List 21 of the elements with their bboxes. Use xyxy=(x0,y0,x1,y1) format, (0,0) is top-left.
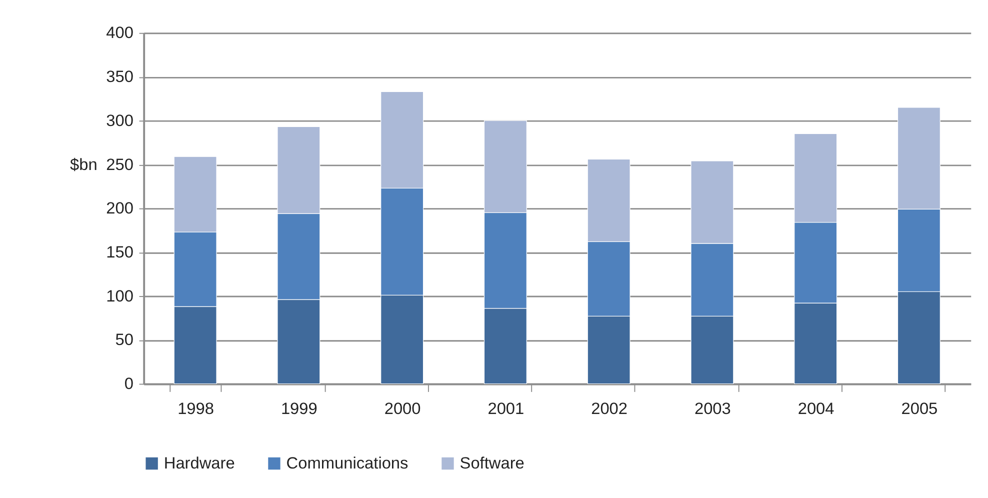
y-axis-title: $bn xyxy=(70,156,98,174)
x-tick-label: 2002 xyxy=(591,400,628,418)
x-tick-label: 2003 xyxy=(694,400,731,418)
y-tick-label: 150 xyxy=(106,243,134,262)
x-tick-label: 2004 xyxy=(798,400,834,418)
legend-label: Software xyxy=(460,454,524,472)
x-tick-label: 1998 xyxy=(178,400,214,418)
y-tick-label: 350 xyxy=(106,68,134,86)
y-tick-label: 250 xyxy=(106,156,134,174)
x-tick-label: 2000 xyxy=(384,400,421,418)
x-tick-label: 2001 xyxy=(488,400,524,418)
y-tick-label: 0 xyxy=(124,375,134,394)
y-tick-label: 50 xyxy=(115,331,134,350)
y-tick-label: 300 xyxy=(106,112,134,130)
y-tick-label: 100 xyxy=(106,287,134,306)
x-tick-label: 1999 xyxy=(280,400,318,418)
x-tick-label: 2005 xyxy=(901,400,938,418)
legend-label: Communications xyxy=(286,454,408,472)
y-tick-label: 400 xyxy=(106,24,134,42)
legend-label: Hardware xyxy=(164,454,235,472)
y-tick-label: 200 xyxy=(106,200,134,218)
